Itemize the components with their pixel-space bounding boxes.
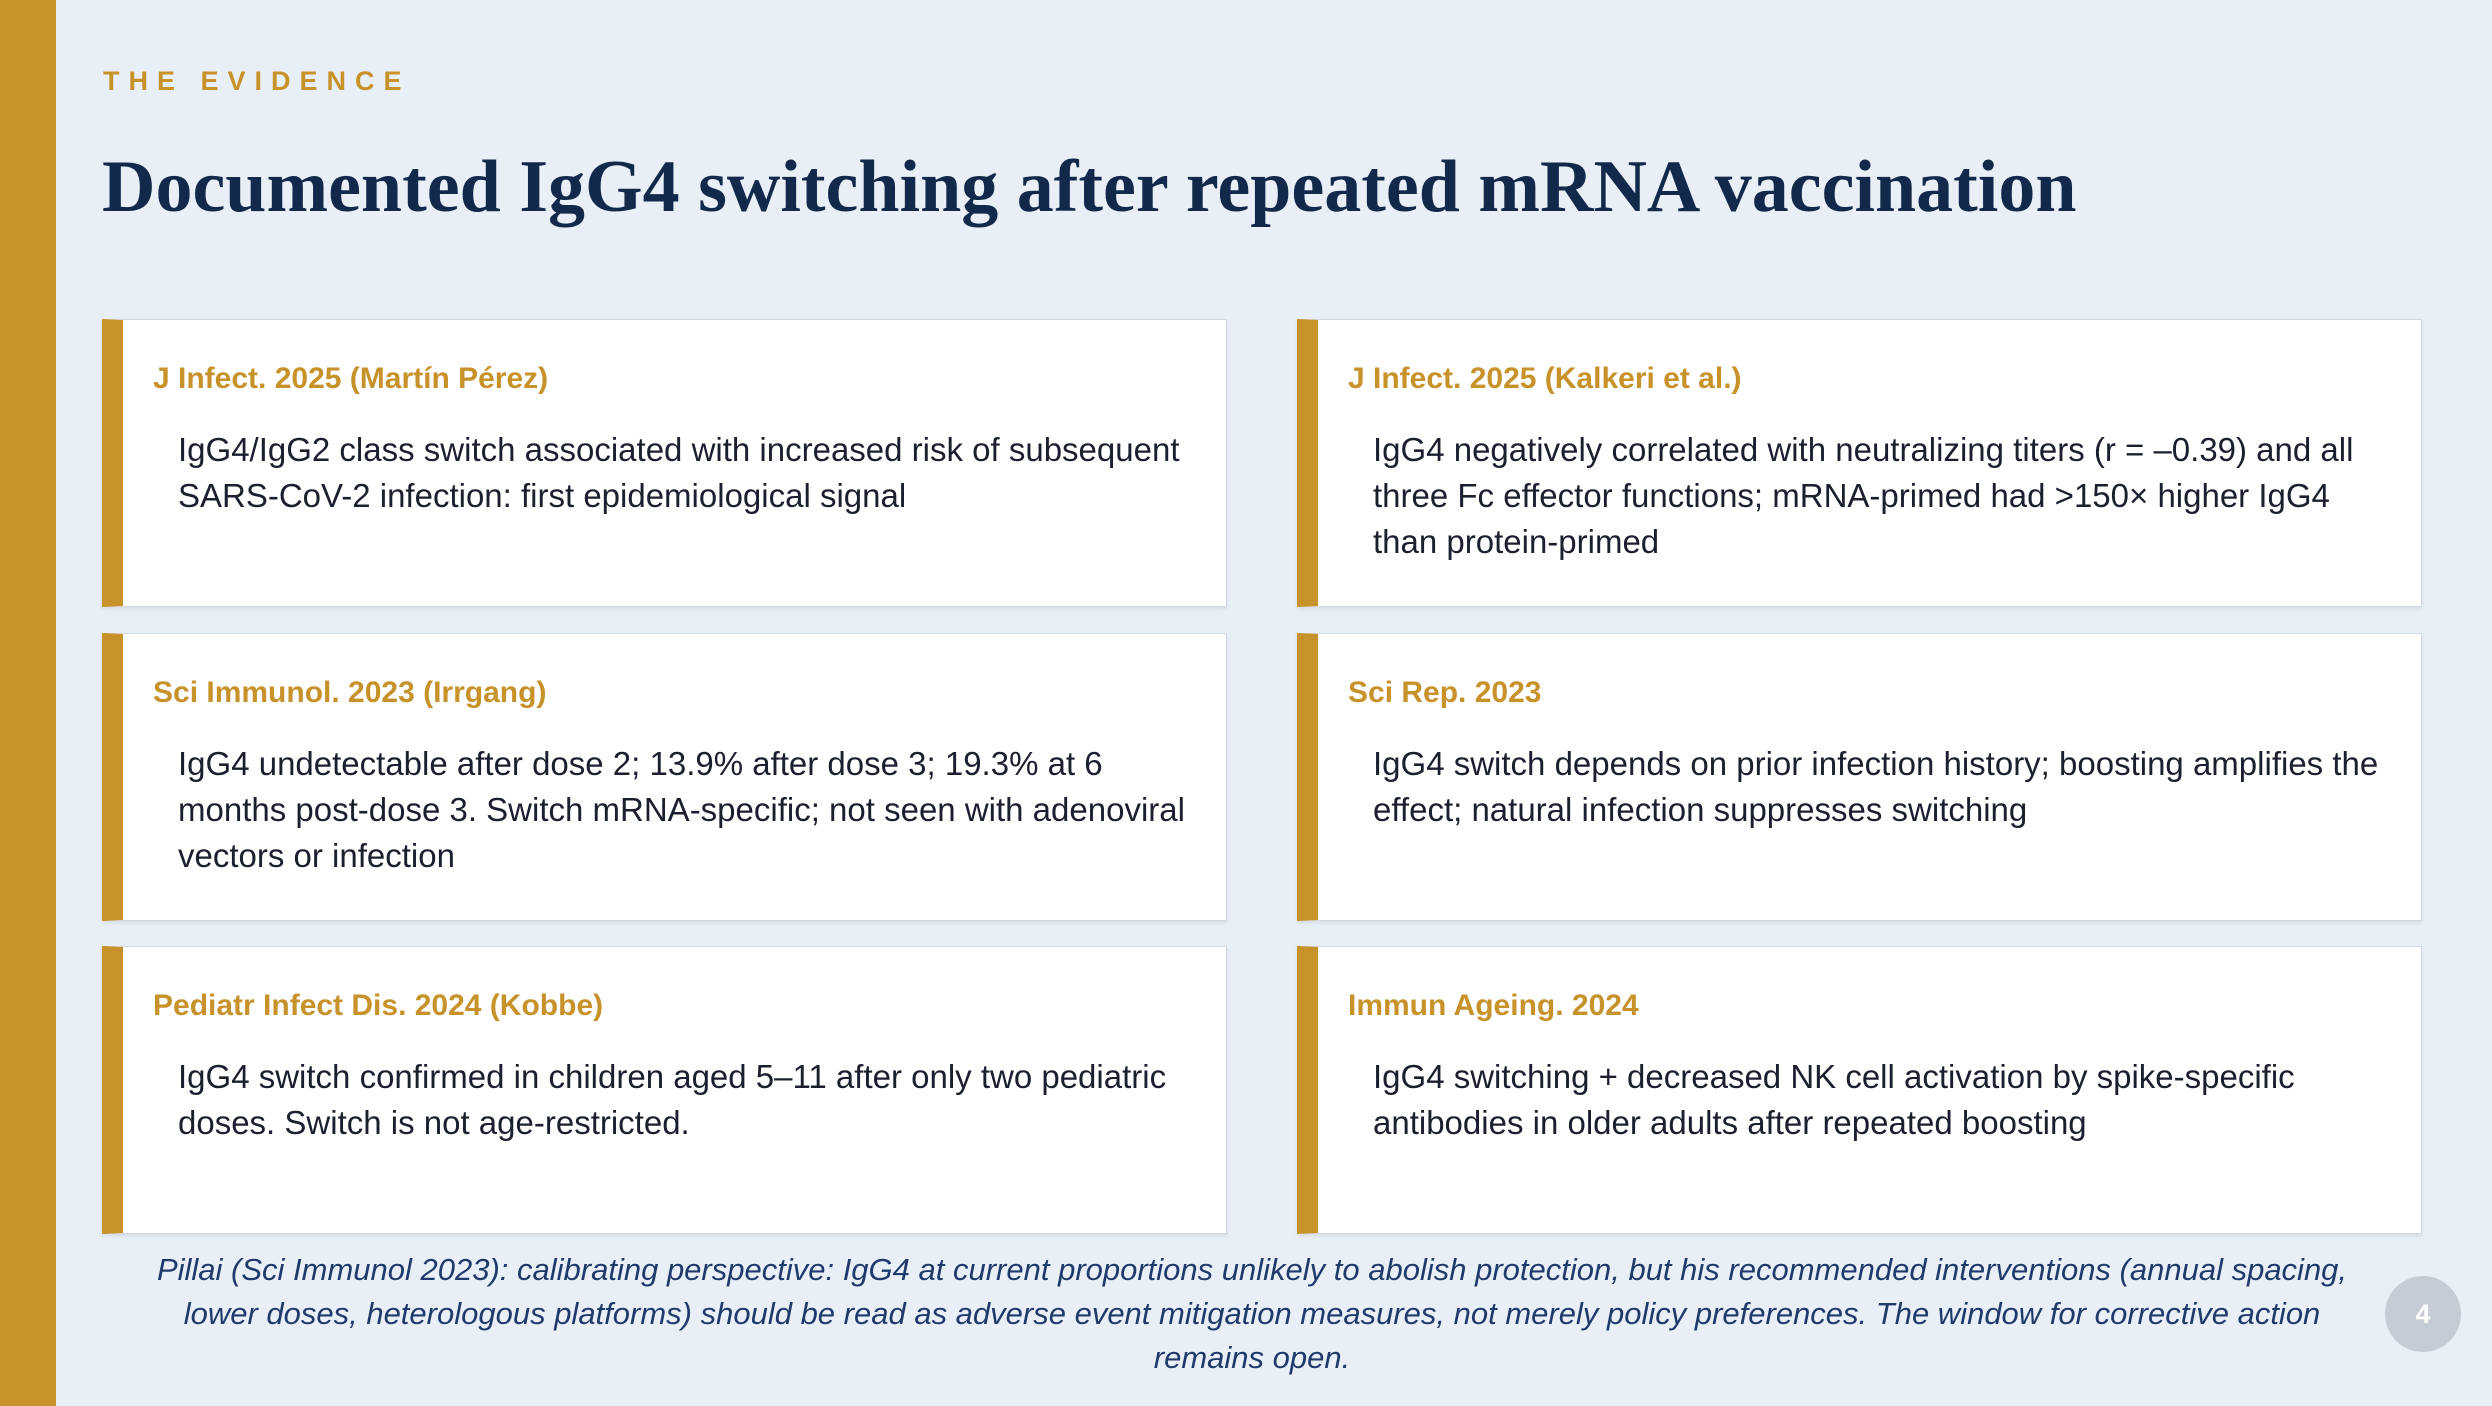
- kicker: THE EVIDENCE: [103, 66, 411, 96]
- evidence-card: Pediatr Infect Dis. 2024 (Kobbe) IgG4 swi…: [102, 946, 1227, 1234]
- evidence-card: J Infect. 2025 (Martín Pérez) IgG4/IgG2 c…: [102, 319, 1227, 607]
- card-source: J Infect. 2025 (Martín Pérez): [153, 362, 549, 395]
- card-text: IgG4 switch confirmed in children aged 5…: [178, 1058, 1167, 1141]
- card-text: IgG4 negatively correlated with neutrali…: [1373, 431, 2354, 560]
- evidence-card: Sci Rep. 2023 IgG4 switch depends on prio…: [1297, 633, 2422, 921]
- card-text: IgG4 switch depends on prior infection h…: [1373, 745, 2379, 828]
- evidence-card: J Infect. 2025 (Kalkeri et al.) IgG4 nega…: [1297, 319, 2422, 607]
- title: Documented IgG4 switching after repeated…: [102, 146, 2077, 228]
- card-text: IgG4/IgG2 class switch associated with i…: [178, 431, 1180, 514]
- page-number: 4: [2385, 1276, 2461, 1352]
- evidence-card: Immun Ageing. 2024 IgG4 switching + decre…: [1297, 946, 2422, 1234]
- card-text: IgG4 undetectable after dose 2; 13.9% af…: [178, 745, 1185, 874]
- card-source: Sci Immunol. 2023 (Irrgang): [153, 676, 547, 709]
- card-source: J Infect. 2025 (Kalkeri et al.): [1348, 362, 1742, 395]
- accent-bar: [0, 0, 56, 1406]
- card-source: Pediatr Infect Dis. 2024 (Kobbe): [153, 989, 604, 1022]
- evidence-card: Sci Immunol. 2023 (Irrgang) IgG4 undetect…: [102, 633, 1227, 921]
- footer-note: Pillai (Sci Immunol 2023): calibrating p…: [156, 1252, 2348, 1375]
- card-source: Immun Ageing. 2024: [1348, 989, 1639, 1022]
- card-source: Sci Rep. 2023: [1348, 676, 1542, 709]
- card-text: IgG4 switching + decreased NK cell activ…: [1373, 1058, 2295, 1141]
